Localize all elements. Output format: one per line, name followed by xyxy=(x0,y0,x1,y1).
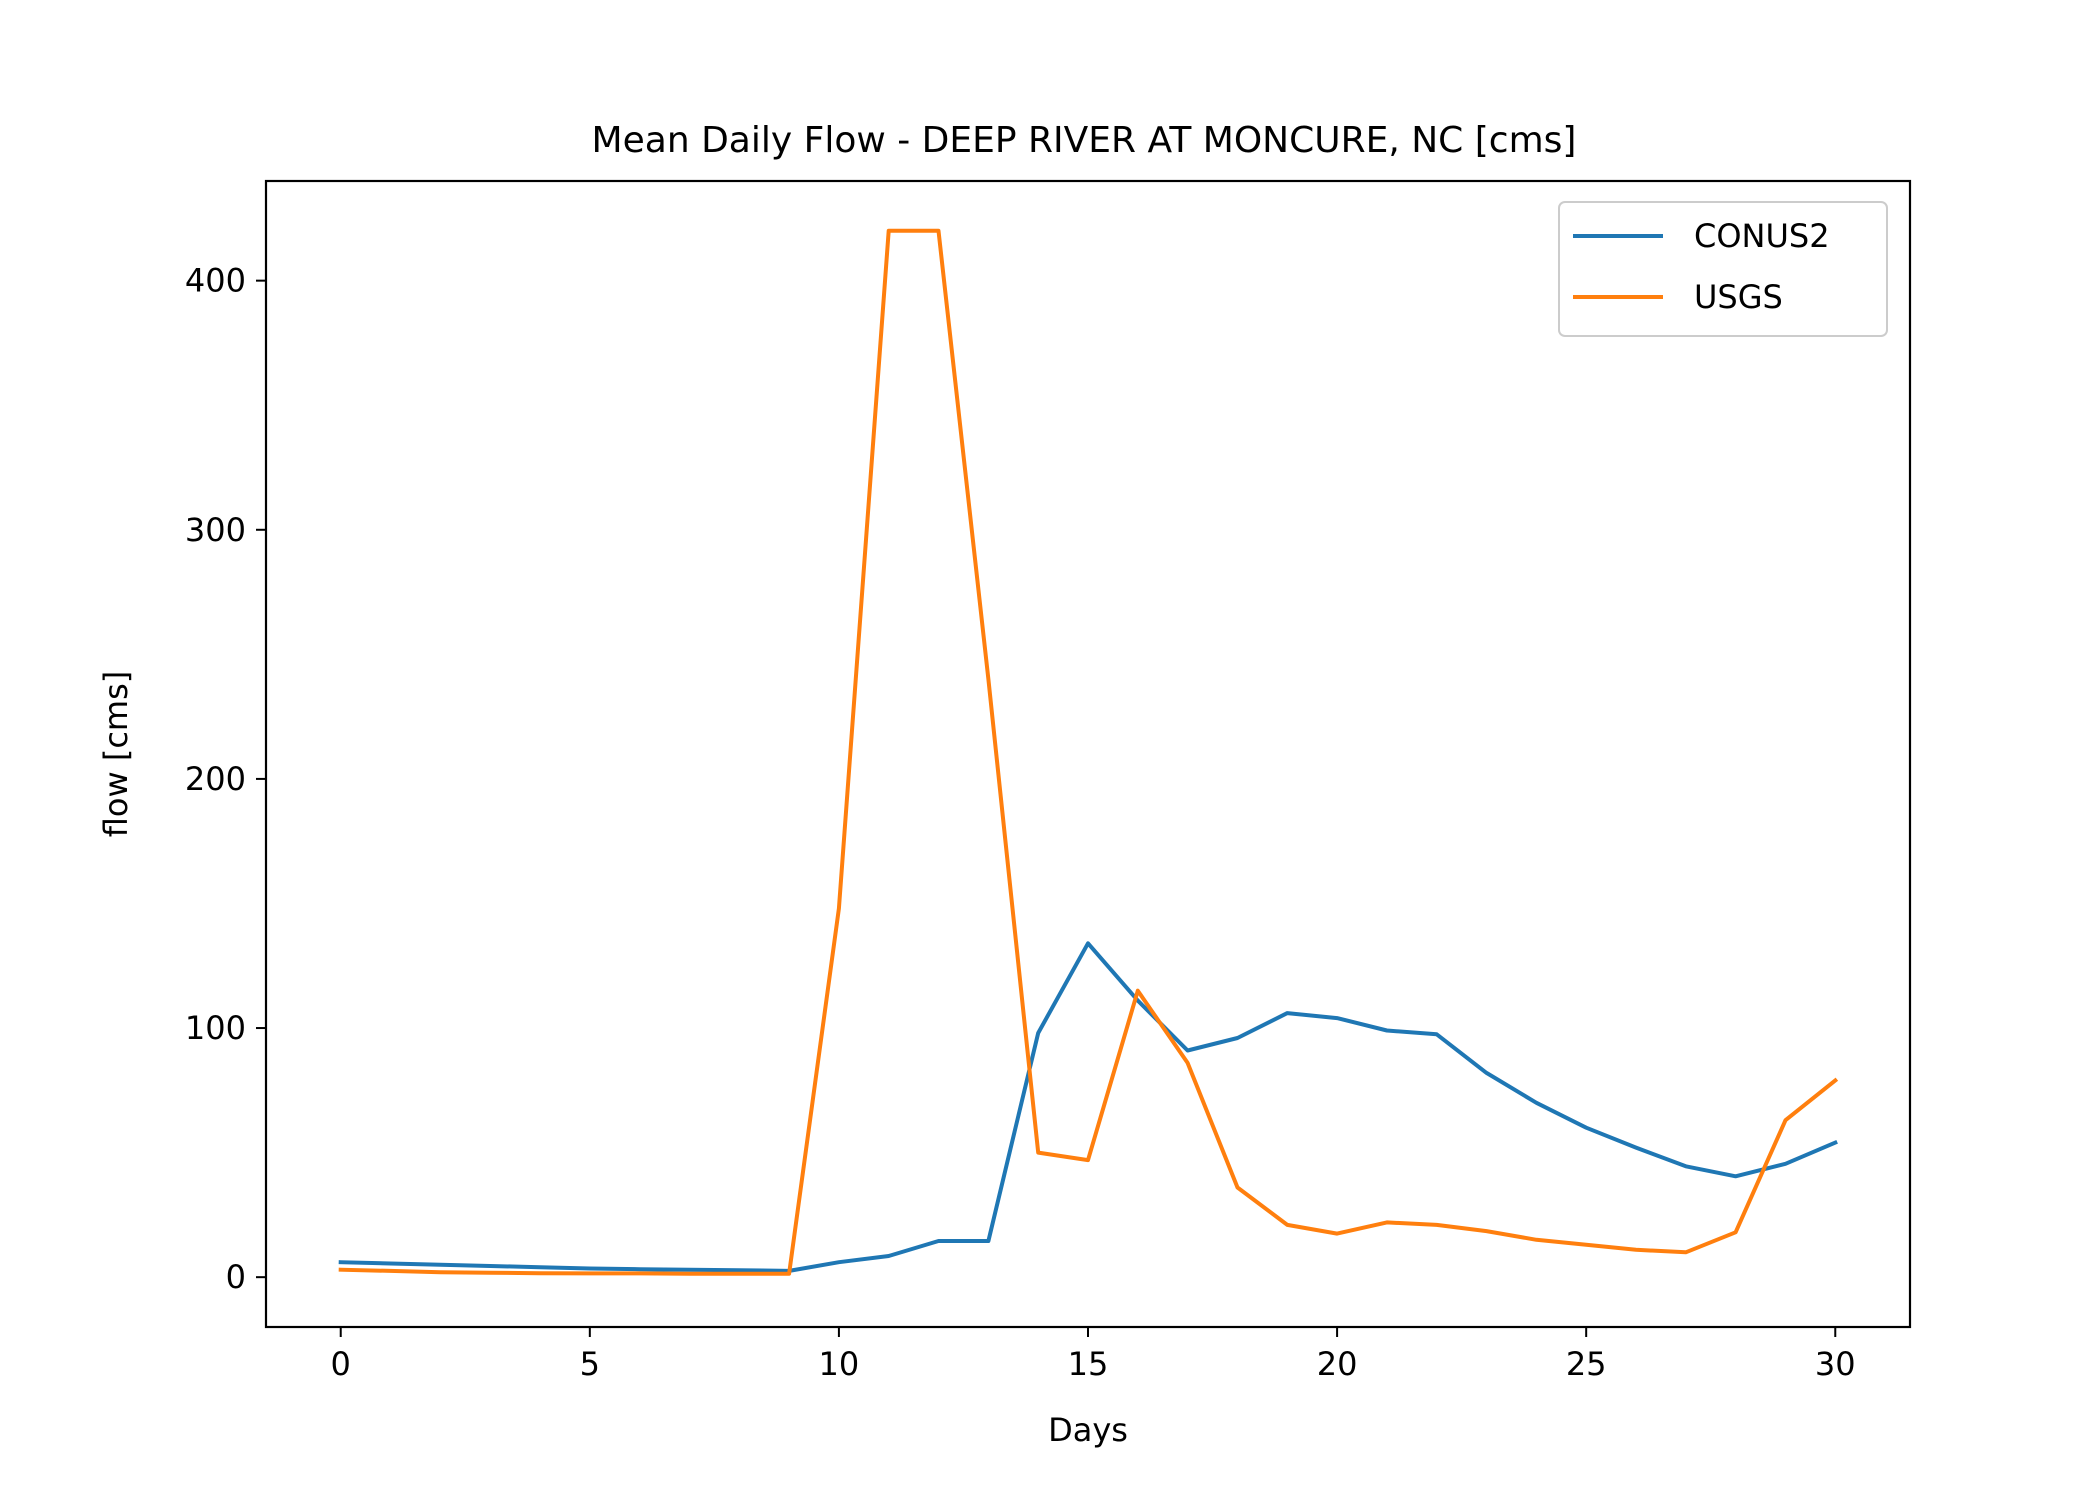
x-tick-label: 0 xyxy=(331,1345,351,1383)
legend: CONUS2 USGS xyxy=(1558,201,1888,337)
chart-title: Mean Daily Flow - DEEP RIVER AT MONCURE,… xyxy=(592,120,1577,161)
x-tick-label: 20 xyxy=(1317,1345,1358,1383)
series-line-usgs xyxy=(338,228,1839,1276)
x-tick-label: 15 xyxy=(1068,1345,1109,1383)
legend-label-usgs: USGS xyxy=(1694,278,1783,316)
legend-label-conus2: CONUS2 xyxy=(1694,217,1830,255)
x-tick-label: 5 xyxy=(580,1345,600,1383)
plot-area xyxy=(338,228,1839,1276)
x-tick-label: 30 xyxy=(1815,1345,1856,1383)
y-tick-label: 300 xyxy=(185,511,246,549)
y-tick-label: 0 xyxy=(226,1258,246,1296)
y-axis-label: flow [cms] xyxy=(97,671,135,837)
x-axis: 0 5 10 15 20 25 30 xyxy=(331,1327,1856,1383)
y-tick-label: 400 xyxy=(185,262,246,300)
x-tick-label: 25 xyxy=(1566,1345,1607,1383)
y-tick-label: 100 xyxy=(185,1009,246,1047)
y-tick-label: 200 xyxy=(185,760,246,798)
x-axis-label: Days xyxy=(1048,1411,1128,1449)
x-tick-label: 10 xyxy=(819,1345,860,1383)
y-axis: 0 100 200 300 400 xyxy=(185,262,266,1296)
series-line-conus2 xyxy=(338,941,1838,1273)
